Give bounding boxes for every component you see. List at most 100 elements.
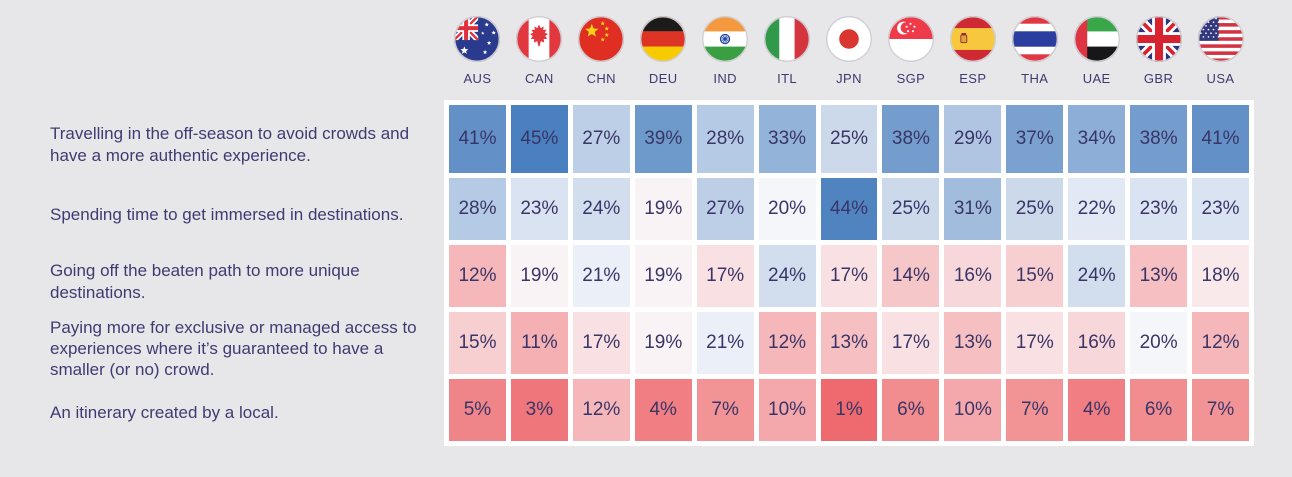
heatmap-cell-jpn-row5: 1% <box>820 379 878 441</box>
heatmap-cell-sgp-row5: 6% <box>882 379 940 441</box>
heatmap-cell-esp-row3: 16% <box>944 245 1002 307</box>
usa-flag-icon <box>1197 16 1244 62</box>
heatmap-cell-aus-row4: 15% <box>449 312 506 374</box>
column-header-tha: THA <box>1006 16 1063 87</box>
column-header-can: CAN <box>511 16 568 87</box>
heatmap-cell-usa-row5: 7% <box>1192 379 1249 441</box>
country-code-label: CHN <box>586 71 616 86</box>
heatmap-cell-esp-row2: 31% <box>944 178 1002 240</box>
heatmap-cell-gbr-row5: 6% <box>1130 379 1188 441</box>
column-header-jpn: JPN <box>821 16 878 87</box>
heatmap-cell-sgp-row4: 17% <box>882 312 940 374</box>
country-code-label: CAN <box>525 71 554 86</box>
heatmap-cell-gbr-row4: 20% <box>1130 312 1188 374</box>
china-flag-icon <box>578 16 625 62</box>
heatmap-cell-tha-row5: 7% <box>1006 379 1064 441</box>
uk-flag-icon <box>1135 16 1182 62</box>
heatmap-cell-ind-row1: 28% <box>696 105 754 173</box>
heatmap-cell-gbr-row3: 13% <box>1130 245 1188 307</box>
row-label-2: Spending time to get immersed in destina… <box>50 181 432 248</box>
heatmap-cell-tha-row2: 25% <box>1006 178 1064 240</box>
country-code-label: IND <box>713 71 737 86</box>
country-code-label: ESP <box>959 71 987 86</box>
heatmap-cell-can-row3: 19% <box>510 245 568 307</box>
heatmap-cell-usa-row3: 18% <box>1192 245 1249 307</box>
heatmap-cell-ind-row3: 17% <box>696 245 754 307</box>
heatmap-cell-tha-row4: 17% <box>1006 312 1064 374</box>
column-header-uae: UAE <box>1068 16 1125 87</box>
country-code-label: THA <box>1021 71 1049 86</box>
heatmap-cell-aus-row1: 41% <box>449 105 506 173</box>
row-label-text: Spending time to get immersed in destina… <box>50 204 404 224</box>
row-label-3: Going off the beaten path to more unique… <box>50 248 432 315</box>
heatmap-cell-can-row2: 23% <box>510 178 568 240</box>
country-code-label: GBR <box>1143 71 1174 86</box>
heatmap-cell-can-row4: 11% <box>510 312 568 374</box>
heatmap-cell-itl-row5: 10% <box>758 379 816 441</box>
heatmap-cell-deu-row4: 19% <box>634 312 692 374</box>
heatmap-cell-esp-row1: 29% <box>944 105 1002 173</box>
country-code-label: ITL <box>777 71 798 86</box>
japan-flag-icon <box>825 16 872 62</box>
heatmap-cell-usa-row1: 41% <box>1192 105 1249 173</box>
column-header-ind: IND <box>697 16 754 87</box>
italy-flag-icon <box>764 16 811 62</box>
heatmap-cell-uae-row2: 22% <box>1068 178 1126 240</box>
row-label-5: An itinerary created by a local. <box>50 382 432 444</box>
column-header-itl: ITL <box>759 16 816 87</box>
heatmap-cell-esp-row5: 10% <box>944 379 1002 441</box>
heatmap-cell-deu-row1: 39% <box>634 105 692 173</box>
heatmap-cell-itl-row3: 24% <box>758 245 816 307</box>
heatmap-cell-usa-row2: 23% <box>1192 178 1249 240</box>
heatmap-cell-sgp-row2: 25% <box>882 178 940 240</box>
column-header-esp: ESP <box>944 16 1001 87</box>
heatmap-cell-ind-row5: 7% <box>696 379 754 441</box>
heatmap-cell-can-row5: 3% <box>510 379 568 441</box>
row-label-text: An itinerary created by a local. <box>50 403 279 423</box>
heatmap-cell-chn-row3: 21% <box>572 245 630 307</box>
heatmap-cell-sgp-row3: 14% <box>882 245 940 307</box>
heatmap-cell-itl-row2: 20% <box>758 178 816 240</box>
row-label-text: Travelling in the off-season to avoid cr… <box>50 124 410 165</box>
heatmap-cell-uae-row5: 4% <box>1068 379 1126 441</box>
heatmap-cell-usa-row4: 12% <box>1192 312 1249 374</box>
country-code-label: JPN <box>836 71 862 86</box>
heatmap-cell-chn-row4: 17% <box>572 312 630 374</box>
heatmap-cell-tha-row1: 37% <box>1006 105 1064 173</box>
row-labels-column: Travelling in the off-season to avoid cr… <box>0 0 444 477</box>
column-header-chn: CHN <box>573 16 630 87</box>
heatmap-cell-itl-row1: 33% <box>758 105 816 173</box>
column-header-gbr: GBR <box>1130 16 1187 87</box>
india-flag-icon <box>702 16 749 62</box>
row-label-text: Going off the beaten path to more unique… <box>50 261 360 302</box>
heatmap-cell-deu-row5: 4% <box>634 379 692 441</box>
heatmap-cell-gbr-row1: 38% <box>1130 105 1188 173</box>
country-code-label: DEU <box>648 71 678 86</box>
heatmap-cell-itl-row4: 12% <box>758 312 816 374</box>
heatmap-cell-chn-row2: 24% <box>572 178 630 240</box>
germany-flag-icon <box>640 16 687 62</box>
heatmap-cell-can-row1: 45% <box>510 105 568 173</box>
singapore-flag-icon <box>887 16 934 62</box>
spain-flag-icon <box>949 16 996 62</box>
country-code-label: SGP <box>896 71 926 86</box>
heatmap-cell-tha-row3: 15% <box>1006 245 1064 307</box>
row-label-text: Paying more for exclusive or managed acc… <box>50 317 417 380</box>
country-code-label: UAE <box>1082 71 1111 86</box>
heatmap-cell-jpn-row1: 25% <box>820 105 878 173</box>
column-header-sgp: SGP <box>882 16 939 87</box>
heatmap-table-area: AUS CAN CHN DEU IND ITL JPN SGP ESP THA UAE GBR USA … <box>444 0 1254 477</box>
column-header-usa: USA <box>1192 16 1249 87</box>
row-label-1: Travelling in the off-season to avoid cr… <box>50 108 432 181</box>
heatmap-cell-ind-row4: 21% <box>696 312 754 374</box>
heatmap-cell-deu-row3: 19% <box>634 245 692 307</box>
heatmap-cell-chn-row5: 12% <box>572 379 630 441</box>
thailand-flag-icon <box>1011 16 1058 62</box>
country-code-label: AUS <box>463 71 492 86</box>
heatmap-cell-chn-row1: 27% <box>572 105 630 173</box>
heatmap-grid: 41% 45% 27% 39% 28% 33% 25% 38% 29% 37% 34% 38% 41% 2… <box>444 100 1254 446</box>
heatmap-cell-jpn-row3: 17% <box>820 245 878 307</box>
heatmap-cell-uae-row1: 34% <box>1068 105 1126 173</box>
heatmap-cell-jpn-row2: 44% <box>820 178 878 240</box>
